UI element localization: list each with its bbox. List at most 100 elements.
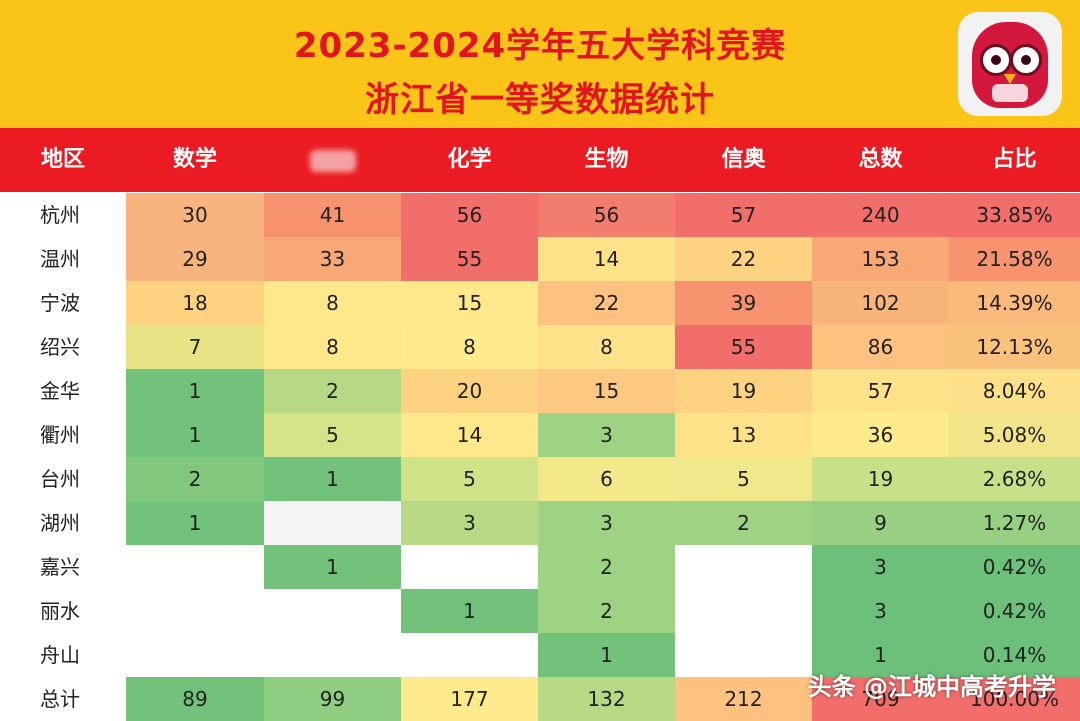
table-cell: 2 — [538, 589, 675, 633]
row-label: 绍兴 — [40, 335, 80, 359]
table-cell: 1 — [126, 413, 264, 457]
table-cell: 56 — [538, 193, 675, 237]
table-cell: 153 — [812, 237, 949, 281]
table-cell: 8 — [538, 325, 675, 369]
table-cell: 3 — [812, 545, 949, 589]
watermark: 头条 @江城中高考升学 — [807, 673, 1056, 701]
table-cell: 1 — [126, 369, 264, 413]
table-cell: 5 — [401, 457, 538, 501]
table-cell: 2.68% — [949, 457, 1080, 501]
table-cell: 0.42% — [949, 589, 1080, 633]
owl-logo-icon — [958, 12, 1062, 116]
table-cell: 9 — [812, 501, 949, 545]
row-label: 总计 — [40, 687, 80, 711]
table-header-row — [0, 128, 1080, 192]
table-cell: 30 — [126, 193, 264, 237]
table-cell: 19 — [675, 369, 812, 413]
table-cell: 14.39% — [949, 281, 1080, 325]
table-cell: 15 — [538, 369, 675, 413]
title-line-1: 2023-2024学年五大学科竞赛 — [293, 26, 787, 66]
row-label: 舟山 — [40, 643, 80, 667]
column-header-7: 占比 — [992, 147, 1037, 172]
table-cell: 99 — [264, 677, 401, 721]
table-cell: 57 — [812, 369, 949, 413]
table-cell: 132 — [538, 677, 675, 721]
table-cell: 33.85% — [949, 193, 1080, 237]
table-cell: 55 — [401, 237, 538, 281]
table-cell: 1 — [538, 633, 675, 677]
row-label: 丽水 — [40, 599, 80, 623]
title-banner — [0, 0, 1080, 128]
table-cell: 0.42% — [949, 545, 1080, 589]
row-label: 衢州 — [40, 423, 80, 447]
table-cell: 3 — [538, 413, 675, 457]
table-cell: 22 — [538, 281, 675, 325]
table-cell: 33 — [264, 237, 401, 281]
row-label: 杭州 — [40, 203, 80, 227]
row-label: 宁波 — [40, 291, 80, 315]
table-cell: 22 — [675, 237, 812, 281]
table-cell — [401, 545, 538, 589]
table-cell: 12.13% — [949, 325, 1080, 369]
table-cell: 18 — [126, 281, 264, 325]
table-cell: 56 — [401, 193, 538, 237]
column-header-4: 生物 — [584, 147, 629, 172]
table-cell: 2 — [126, 457, 264, 501]
table-cell — [675, 633, 812, 677]
table-cell: 3 — [538, 501, 675, 545]
table-cell: 1 — [264, 545, 401, 589]
table-cell: 212 — [675, 677, 812, 721]
table-cell: 7 — [126, 325, 264, 369]
table-cell: 15 — [401, 281, 538, 325]
column-header-3: 化学 — [447, 147, 492, 172]
table-cell: 0.14% — [949, 633, 1080, 677]
table-cell: 3 — [401, 501, 538, 545]
table-cell — [264, 589, 401, 633]
table-cell: 36 — [812, 413, 949, 457]
title-line-2: 浙江省一等奖数据统计 — [365, 80, 715, 120]
table-cell: 3 — [812, 589, 949, 633]
table-cell: 13 — [675, 413, 812, 457]
table-cell — [401, 633, 538, 677]
table-cell: 1.27% — [949, 501, 1080, 545]
table-cell: 1 — [401, 589, 538, 633]
table-cell: 20 — [401, 369, 538, 413]
row-label: 金华 — [40, 379, 80, 403]
table-cell: 5 — [264, 413, 401, 457]
table-cell: 177 — [401, 677, 538, 721]
table-cell: 100.00% — [949, 677, 1080, 721]
table-cell: 102 — [812, 281, 949, 325]
table-cell: 39 — [675, 281, 812, 325]
blurred-column-header — [310, 150, 356, 172]
row-label: 湖州 — [40, 511, 80, 535]
column-header-6: 总数 — [858, 147, 903, 172]
table-cell: 57 — [675, 193, 812, 237]
table-cell: 89 — [126, 677, 264, 721]
table-cell: 2 — [538, 545, 675, 589]
table-cell: 21.58% — [949, 237, 1080, 281]
table-cell: 1 — [264, 457, 401, 501]
table-cell — [126, 633, 264, 677]
table-cell: 5.08% — [949, 413, 1080, 457]
table-cell: 8.04% — [949, 369, 1080, 413]
table-cell: 8 — [264, 281, 401, 325]
table-cell: 55 — [675, 325, 812, 369]
table-cell: 5 — [675, 457, 812, 501]
table-cell: 14 — [538, 237, 675, 281]
table-cell: 8 — [401, 325, 538, 369]
table-cell: 41 — [264, 193, 401, 237]
table-cell: 709 — [812, 677, 949, 721]
table-cell: 8 — [264, 325, 401, 369]
table-cell: 1 — [812, 633, 949, 677]
column-header-5: 信奥 — [721, 147, 766, 172]
table-cell — [264, 633, 401, 677]
row-label: 嘉兴 — [40, 555, 80, 579]
table-cell: 86 — [812, 325, 949, 369]
table-cell: 29 — [126, 237, 264, 281]
table-cell — [126, 545, 264, 589]
table-cell: 6 — [538, 457, 675, 501]
column-header-0: 地区 — [40, 147, 85, 172]
table-cell: 2 — [264, 369, 401, 413]
table-cell: 2 — [675, 501, 812, 545]
column-header-1: 数学 — [172, 147, 217, 172]
